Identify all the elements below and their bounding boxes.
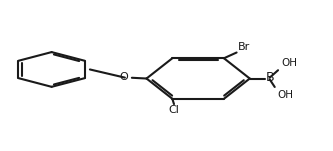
Text: Cl: Cl [168, 105, 179, 115]
Text: OH: OH [277, 90, 293, 100]
Text: B: B [265, 71, 274, 84]
Text: OH: OH [281, 58, 297, 68]
Text: O: O [120, 72, 129, 82]
Text: Br: Br [238, 42, 250, 52]
